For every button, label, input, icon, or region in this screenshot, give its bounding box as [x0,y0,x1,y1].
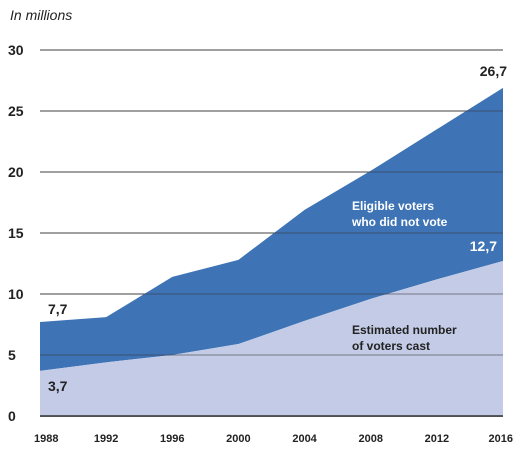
y-tick-label: 15 [8,225,24,241]
x-tick-label: 2016 [489,433,513,445]
series-label: who did not vote [351,215,448,229]
x-tick-label: 2012 [425,433,449,445]
area-eligible-non-voters [40,87,503,371]
y-tick-label: 30 [8,42,24,58]
y-tick-label: 10 [8,286,24,302]
area-voters-cast [40,261,503,416]
y-axis-ticks: 0 5 10 15 20 25 30 [8,42,24,424]
y-tick-label: 5 [8,347,16,363]
series-label: Eligible voters [352,199,434,213]
value-label: 26,7 [480,63,507,79]
x-axis-ticks: 1988 1992 1996 2000 2004 2008 2012 2016 [34,433,513,445]
y-tick-label: 20 [8,164,24,180]
x-tick-label: 1996 [160,433,184,445]
area-series [40,49,503,417]
x-tick-label: 2008 [358,433,382,445]
x-tick-label: 1988 [34,433,58,445]
value-label: 7,7 [48,301,68,317]
series-labels: Estimated number of voters cast Eligible v… [351,199,457,353]
y-tick-label: 0 [8,408,16,424]
value-annotations: 7,7 3,7 26,7 12,7 [48,63,507,394]
y-tick-label: 25 [8,103,24,119]
series-label: of voters cast [352,339,430,353]
x-tick-label: 2000 [226,433,250,445]
value-label: 12,7 [470,238,497,254]
value-label: 3,7 [48,378,68,394]
x-tick-label: 2004 [292,433,317,445]
y-axis-unit-label: In millions [10,7,72,23]
x-tick-label: 1992 [94,433,118,445]
series-label: Estimated number [352,323,457,337]
